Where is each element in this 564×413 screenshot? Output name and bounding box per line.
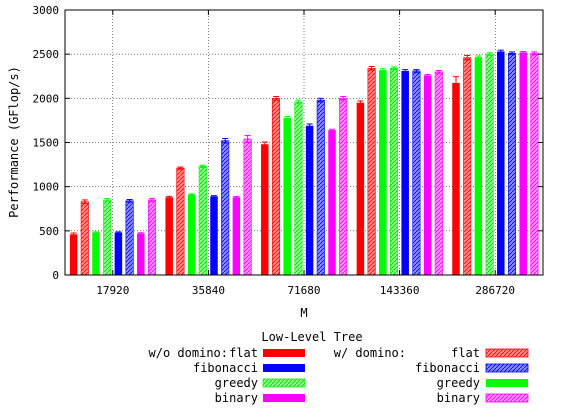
bar-flat-with-domino (463, 57, 472, 276)
legend-entries: flatfibonaccigreedybinaryflatfibonaccigr… (193, 346, 529, 405)
bar-flat-with-domino (367, 68, 376, 276)
bar-greedy-with-domino (485, 53, 494, 276)
legend-swatch-greedy (486, 379, 528, 387)
bar-binary-without-domino (328, 130, 336, 275)
bar-fibonacci-with-domino (507, 52, 517, 276)
bar-greedy-without-domino (379, 70, 387, 275)
y-tick-label: 500 (39, 225, 59, 238)
bar-greedy-with-domino (389, 68, 399, 276)
bar-fibonacci-with-domino (412, 70, 421, 276)
bar-flat-without-domino (165, 197, 173, 275)
legend-title: Low-Level Tree (261, 330, 362, 344)
legend-swatch-flat (485, 348, 529, 358)
bar-binary-without-domino (519, 52, 527, 276)
bar-binary-with-domino (147, 199, 157, 276)
legend: Low-Level Tree w/o domino: w/ domino: fl… (149, 330, 529, 405)
legend-swatch-binary (263, 394, 305, 402)
legend-label: fibonacci (415, 361, 480, 375)
x-tick-label: 286720 (475, 284, 515, 297)
bar-flat-without-domino (452, 82, 460, 275)
legend-label: flat (229, 346, 258, 360)
bar-binary-with-domino (243, 138, 252, 276)
legend-label: greedy (215, 376, 258, 390)
bar-flat-without-domino (261, 144, 269, 275)
y-tick-label: 0 (52, 269, 59, 282)
legend-label: greedy (437, 376, 480, 390)
bar-fibonacci-without-domino (401, 70, 409, 275)
legend-group-label-without-domino: w/o domino: (149, 346, 228, 360)
bar-binary-without-domino (137, 233, 145, 275)
bar-binary-without-domino (423, 75, 432, 275)
bar-flat-without-domino (356, 102, 365, 275)
legend-swatch-flat (263, 349, 305, 357)
bar-greedy-without-domino (283, 117, 291, 276)
x-tick-label: 71680 (287, 284, 320, 297)
bar-fibonacci-without-domino (210, 196, 218, 275)
bar-fibonacci-without-domino (305, 125, 314, 275)
bar-greedy-with-domino (103, 199, 112, 276)
legend-label: fibonacci (193, 361, 258, 375)
bar-fibonacci-with-domino (125, 200, 134, 276)
y-tick-label: 1000 (33, 181, 60, 194)
x-tick-label: 17920 (96, 284, 129, 297)
bar-greedy-without-domino (474, 57, 483, 276)
y-tick-label: 2500 (33, 48, 60, 61)
bar-binary-with-domino (530, 52, 539, 276)
legend-swatch-fibonacci (263, 364, 305, 372)
bar-binary-without-domino (232, 197, 241, 275)
bar-fibonacci-with-domino (221, 140, 230, 276)
legend-label: binary (437, 391, 480, 405)
y-tick-label: 3000 (33, 4, 60, 17)
bar-flat-with-domino (176, 167, 185, 276)
legend-label: binary (215, 391, 258, 405)
bar-greedy-without-domino (92, 232, 100, 275)
gridlines (65, 10, 543, 275)
bar-fibonacci-without-domino (114, 232, 123, 275)
x-tick-label: 143360 (380, 284, 420, 297)
bar-flat-with-domino (271, 98, 281, 276)
bar-fibonacci-with-domino (316, 99, 325, 276)
bar-greedy-without-domino (187, 194, 196, 275)
bar-fibonacci-without-domino (497, 51, 505, 276)
legend-swatch-greedy (262, 378, 306, 388)
bar-greedy-with-domino (294, 101, 303, 276)
legend-swatch-fibonacci (485, 363, 529, 373)
bar-flat-without-domino (69, 234, 78, 275)
bar-flat-with-domino (80, 201, 89, 276)
axes: 0 500 1000 1500 2000 2500 3000 17920 35840 71680 1… (33, 4, 543, 297)
bar-greedy-with-domino (198, 166, 207, 276)
y-axis-label: Performance (GFlop/s) (7, 66, 21, 218)
legend-group-label-with-domino: w/ domino: (334, 346, 406, 360)
legend-label: flat (451, 346, 480, 360)
x-axis-label: M (300, 306, 307, 320)
legend-swatch-binary (485, 393, 529, 403)
y-tick-label: 1500 (33, 137, 60, 150)
x-tick-label: 35840 (192, 284, 225, 297)
bars (69, 49, 539, 276)
y-tick-label: 2000 (33, 92, 60, 105)
bar-binary-with-domino (434, 71, 443, 276)
bar-binary-with-domino (339, 98, 348, 276)
